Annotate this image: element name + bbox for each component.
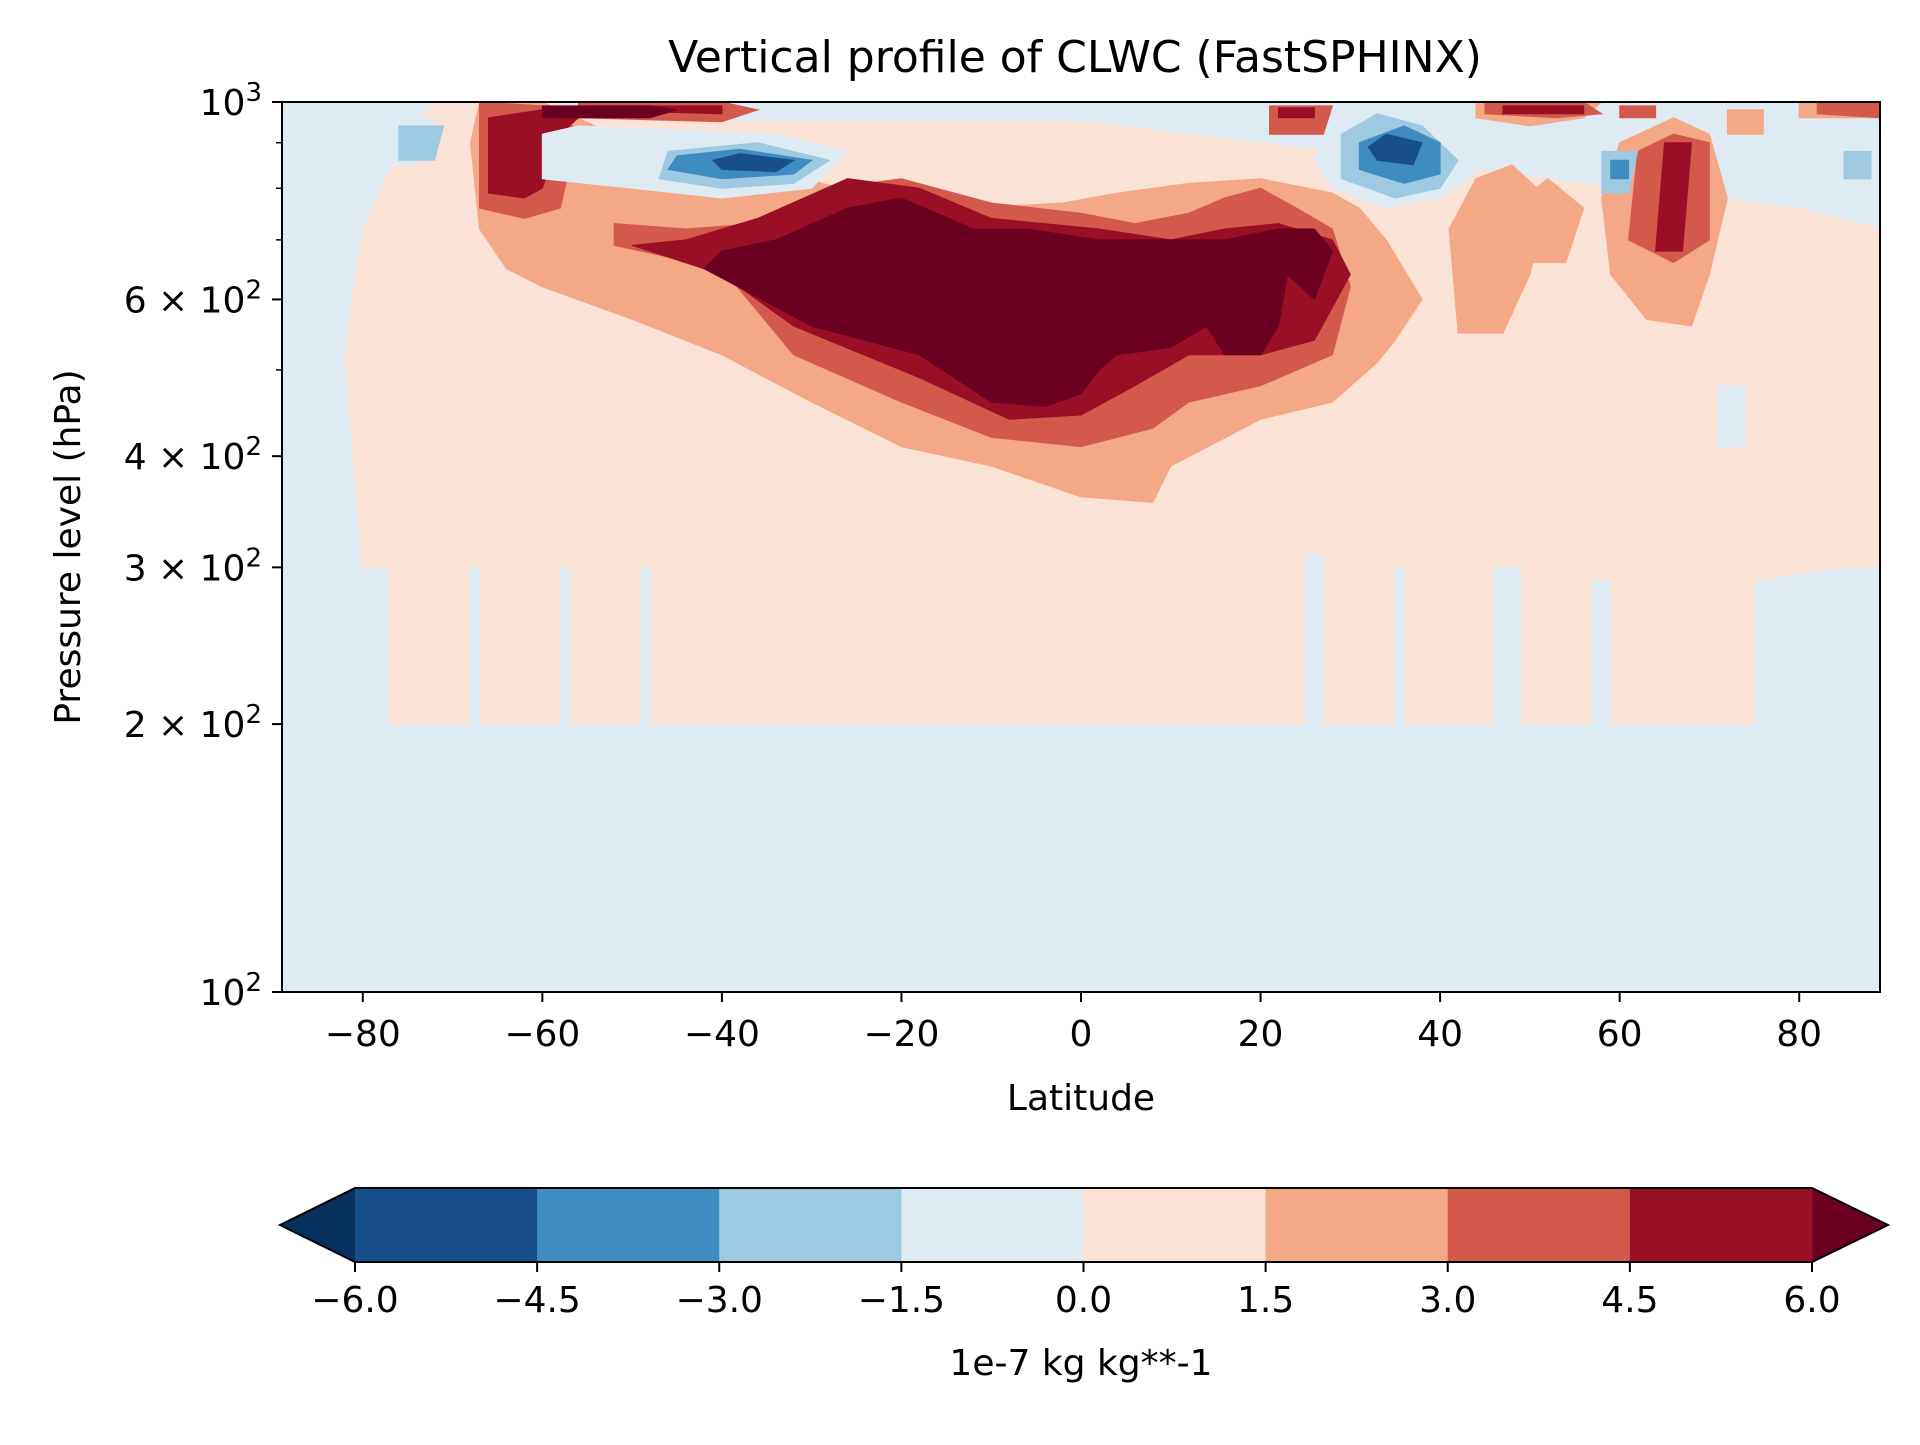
colorbar-tick-label: −4.5 [493,1280,580,1321]
contour-region-neg_1_5 [559,566,570,725]
x-tick-label: 0 [1070,1014,1093,1055]
colorbar-tick-label: 0.0 [1055,1280,1112,1321]
colorbar-tick-label: 4.5 [1601,1280,1658,1321]
colorbar-tick-label: −6.0 [311,1280,398,1321]
colorbar-tick-label: −1.5 [858,1280,945,1321]
colorbar-swatch [355,1188,538,1262]
contour-region-neg_1_5 [640,566,651,725]
y-tick-label: 2 × 102 [124,700,262,746]
colorbar-label: 1e-7 kg kg**-1 [949,1343,1212,1384]
contour-region-neg_1_5 [1592,580,1612,725]
y-tick-label: 102 [200,968,262,1014]
colorbar-swatch [537,1188,720,1262]
contour-region-pos_3 [1619,105,1657,119]
contour-region-pos_4_5 [1278,107,1315,119]
colorbar-swatch [1447,1188,1631,1262]
contour-region-neg_6 [1367,133,1423,166]
contour-region-neg_1_5 [470,566,480,725]
y-tick-label: 4 × 102 [124,432,262,478]
colorbar: −6.0 −4.5 −3.0 −1.5 0.0 1.5 3.0 4.5 6.0 [277,1187,1891,1321]
x-tick-label: −80 [325,1014,401,1055]
x-axis-label: Latitude [1007,1078,1155,1119]
colorbar-swatch [719,1188,902,1262]
y-tick-label: 6 × 102 [124,275,262,321]
contour-region-pos_4_5 [1655,142,1693,252]
x-tick-label: −60 [504,1014,580,1055]
contour-region-pos_3 [1816,102,1880,119]
contour-regions [344,102,1880,725]
contour-region-pos_4_5 [1502,105,1585,115]
contour-region-neg_3 [398,125,445,161]
x-tick-label: −20 [863,1014,939,1055]
colorbar-tick-label: 6.0 [1783,1280,1840,1321]
colorbar-swatch [1265,1188,1449,1262]
contour-region-neg_1_5 [1717,385,1746,448]
contour-region-neg_3 [1843,150,1872,180]
contour-region-pos_6 [703,197,1333,407]
contour-region-neg_4_5 [1610,159,1630,180]
y-tick-label: 3 × 102 [124,543,262,589]
colorbar-swatch [1083,1188,1267,1262]
x-tick-label: 20 [1238,1014,1284,1055]
y-axis-label: Pressure level (hPa) [48,369,89,724]
x-tick-label: 80 [1776,1014,1822,1055]
contour-region-pos_6 [541,105,678,119]
contour-region-pos_1_5 [1511,178,1585,264]
colorbar-extend-high [1812,1188,1888,1262]
x-tick-label: 60 [1597,1014,1643,1055]
colorbar-tick-label: −3.0 [676,1280,763,1321]
x-tick-label: −40 [684,1014,760,1055]
contour-region-neg_1_5 [1304,554,1324,725]
y-tick-label: 103 [200,78,262,124]
colorbar-swatch [1629,1188,1813,1262]
x-tick-label: 40 [1417,1014,1463,1055]
colorbar-tick-label: 1.5 [1237,1280,1294,1321]
x-axis: −80 −60 −40 −20 0 20 40 60 80 [325,992,1822,1055]
contour-region-neg_1_5 [1493,566,1522,725]
y-axis: 102 2 × 102 3 × 102 4 × 102 6 × 102 103 [124,78,282,1014]
contour-region-neg_6 [711,153,796,173]
contour-region-neg_1_5 [1394,566,1405,725]
colorbar-tick-label: 3.0 [1419,1280,1476,1321]
colorbar-extend-low [280,1188,355,1262]
colorbar-swatch [901,1188,1084,1262]
contour-region-pos_1_5 [1726,109,1764,135]
chart-title: Vertical profile of CLWC (FastSPHINX) [668,32,1482,83]
